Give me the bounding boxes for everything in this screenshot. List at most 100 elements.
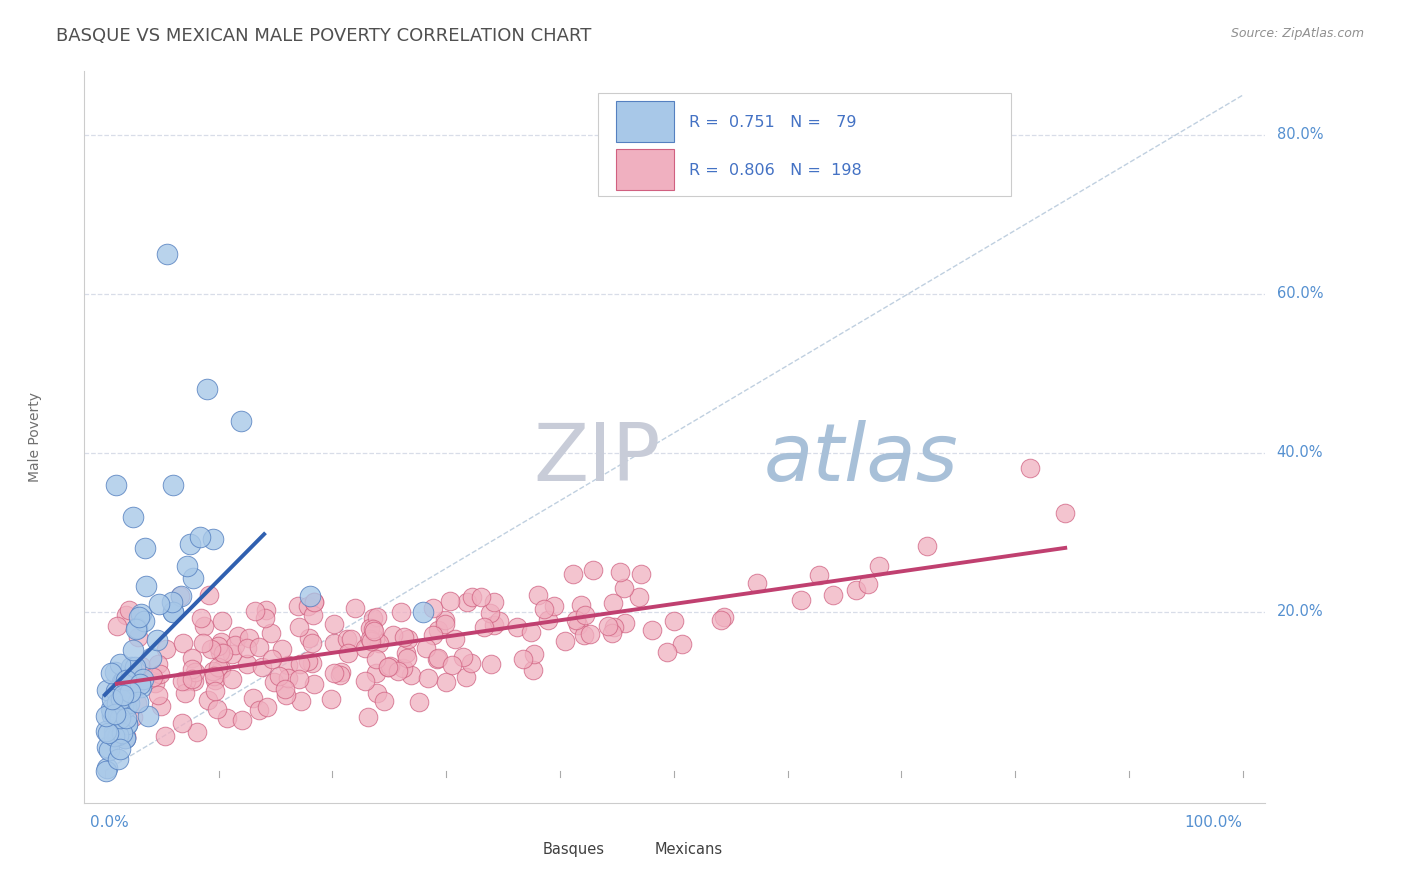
Point [434,617,457,632]
Point [221,672,243,686]
Point [456,595,478,609]
Point [627,590,650,604]
Point [422,601,444,615]
Point [357,710,380,724]
Point [378,658,401,673]
Point [181,662,204,676]
Point [160,595,183,609]
Point [101,692,124,706]
Point [215,710,238,724]
Point [598,619,620,633]
Point [197,692,219,706]
Point [148,597,170,611]
Point [484,618,506,632]
Point [427,651,450,665]
Text: atlas: atlas [763,420,959,498]
Point [609,566,631,580]
Point [129,680,152,694]
Point [256,700,278,714]
Point [207,660,229,674]
Point [461,591,484,605]
Point [107,728,129,742]
Point [142,670,165,684]
Point [110,711,132,725]
Point [114,698,136,712]
Point [359,632,381,646]
Point [821,588,844,602]
Point [221,647,243,661]
Point [183,665,205,680]
Point [263,675,285,690]
Point [479,657,502,671]
Point [579,627,602,641]
Point [302,677,325,691]
Point [97,726,120,740]
Point [512,652,534,666]
Point [322,665,344,680]
Point [125,696,148,710]
Point [366,651,388,665]
Point [856,577,879,591]
Point [115,730,138,744]
Point [180,651,202,665]
Point [259,625,281,640]
Point [124,681,146,696]
Point [124,660,146,674]
Point [162,477,184,491]
Point [155,641,177,656]
Point [298,589,321,603]
Point [567,617,589,632]
Point [582,563,605,577]
Point [354,673,377,688]
Point [408,695,430,709]
Point [94,764,117,778]
Point [108,657,131,672]
Point [392,630,415,644]
Point [329,668,352,682]
Point [323,636,346,650]
Point [277,671,299,685]
Point [366,609,388,624]
Point [336,646,359,660]
Point [115,717,138,731]
Point [110,703,132,717]
Point [103,729,125,743]
Point [569,598,592,612]
Point [366,665,388,680]
Point [377,660,399,674]
Point [506,620,529,634]
Point [202,532,225,546]
Point [321,692,343,706]
Point [301,656,323,670]
Point [297,631,319,645]
Point [94,724,117,739]
Point [440,657,463,672]
Point [108,699,131,714]
Point [162,605,184,619]
Point [270,641,292,656]
Point [120,660,142,674]
Point [118,603,141,617]
Point [209,662,232,676]
Point [364,632,387,646]
Point [105,696,128,710]
Point [170,590,193,604]
Point [253,610,276,624]
Point [108,741,131,756]
Point [479,606,502,620]
Point [127,695,149,709]
Point [122,509,145,524]
Point [104,707,127,722]
Point [387,664,409,678]
Point [111,726,134,740]
Point [533,602,555,616]
Point [600,626,623,640]
Point [224,638,246,652]
Point [336,632,359,646]
Point [176,559,198,574]
Point [252,659,274,673]
Point [522,664,544,678]
Point [269,669,291,683]
Point [111,675,134,690]
Point [150,698,173,713]
